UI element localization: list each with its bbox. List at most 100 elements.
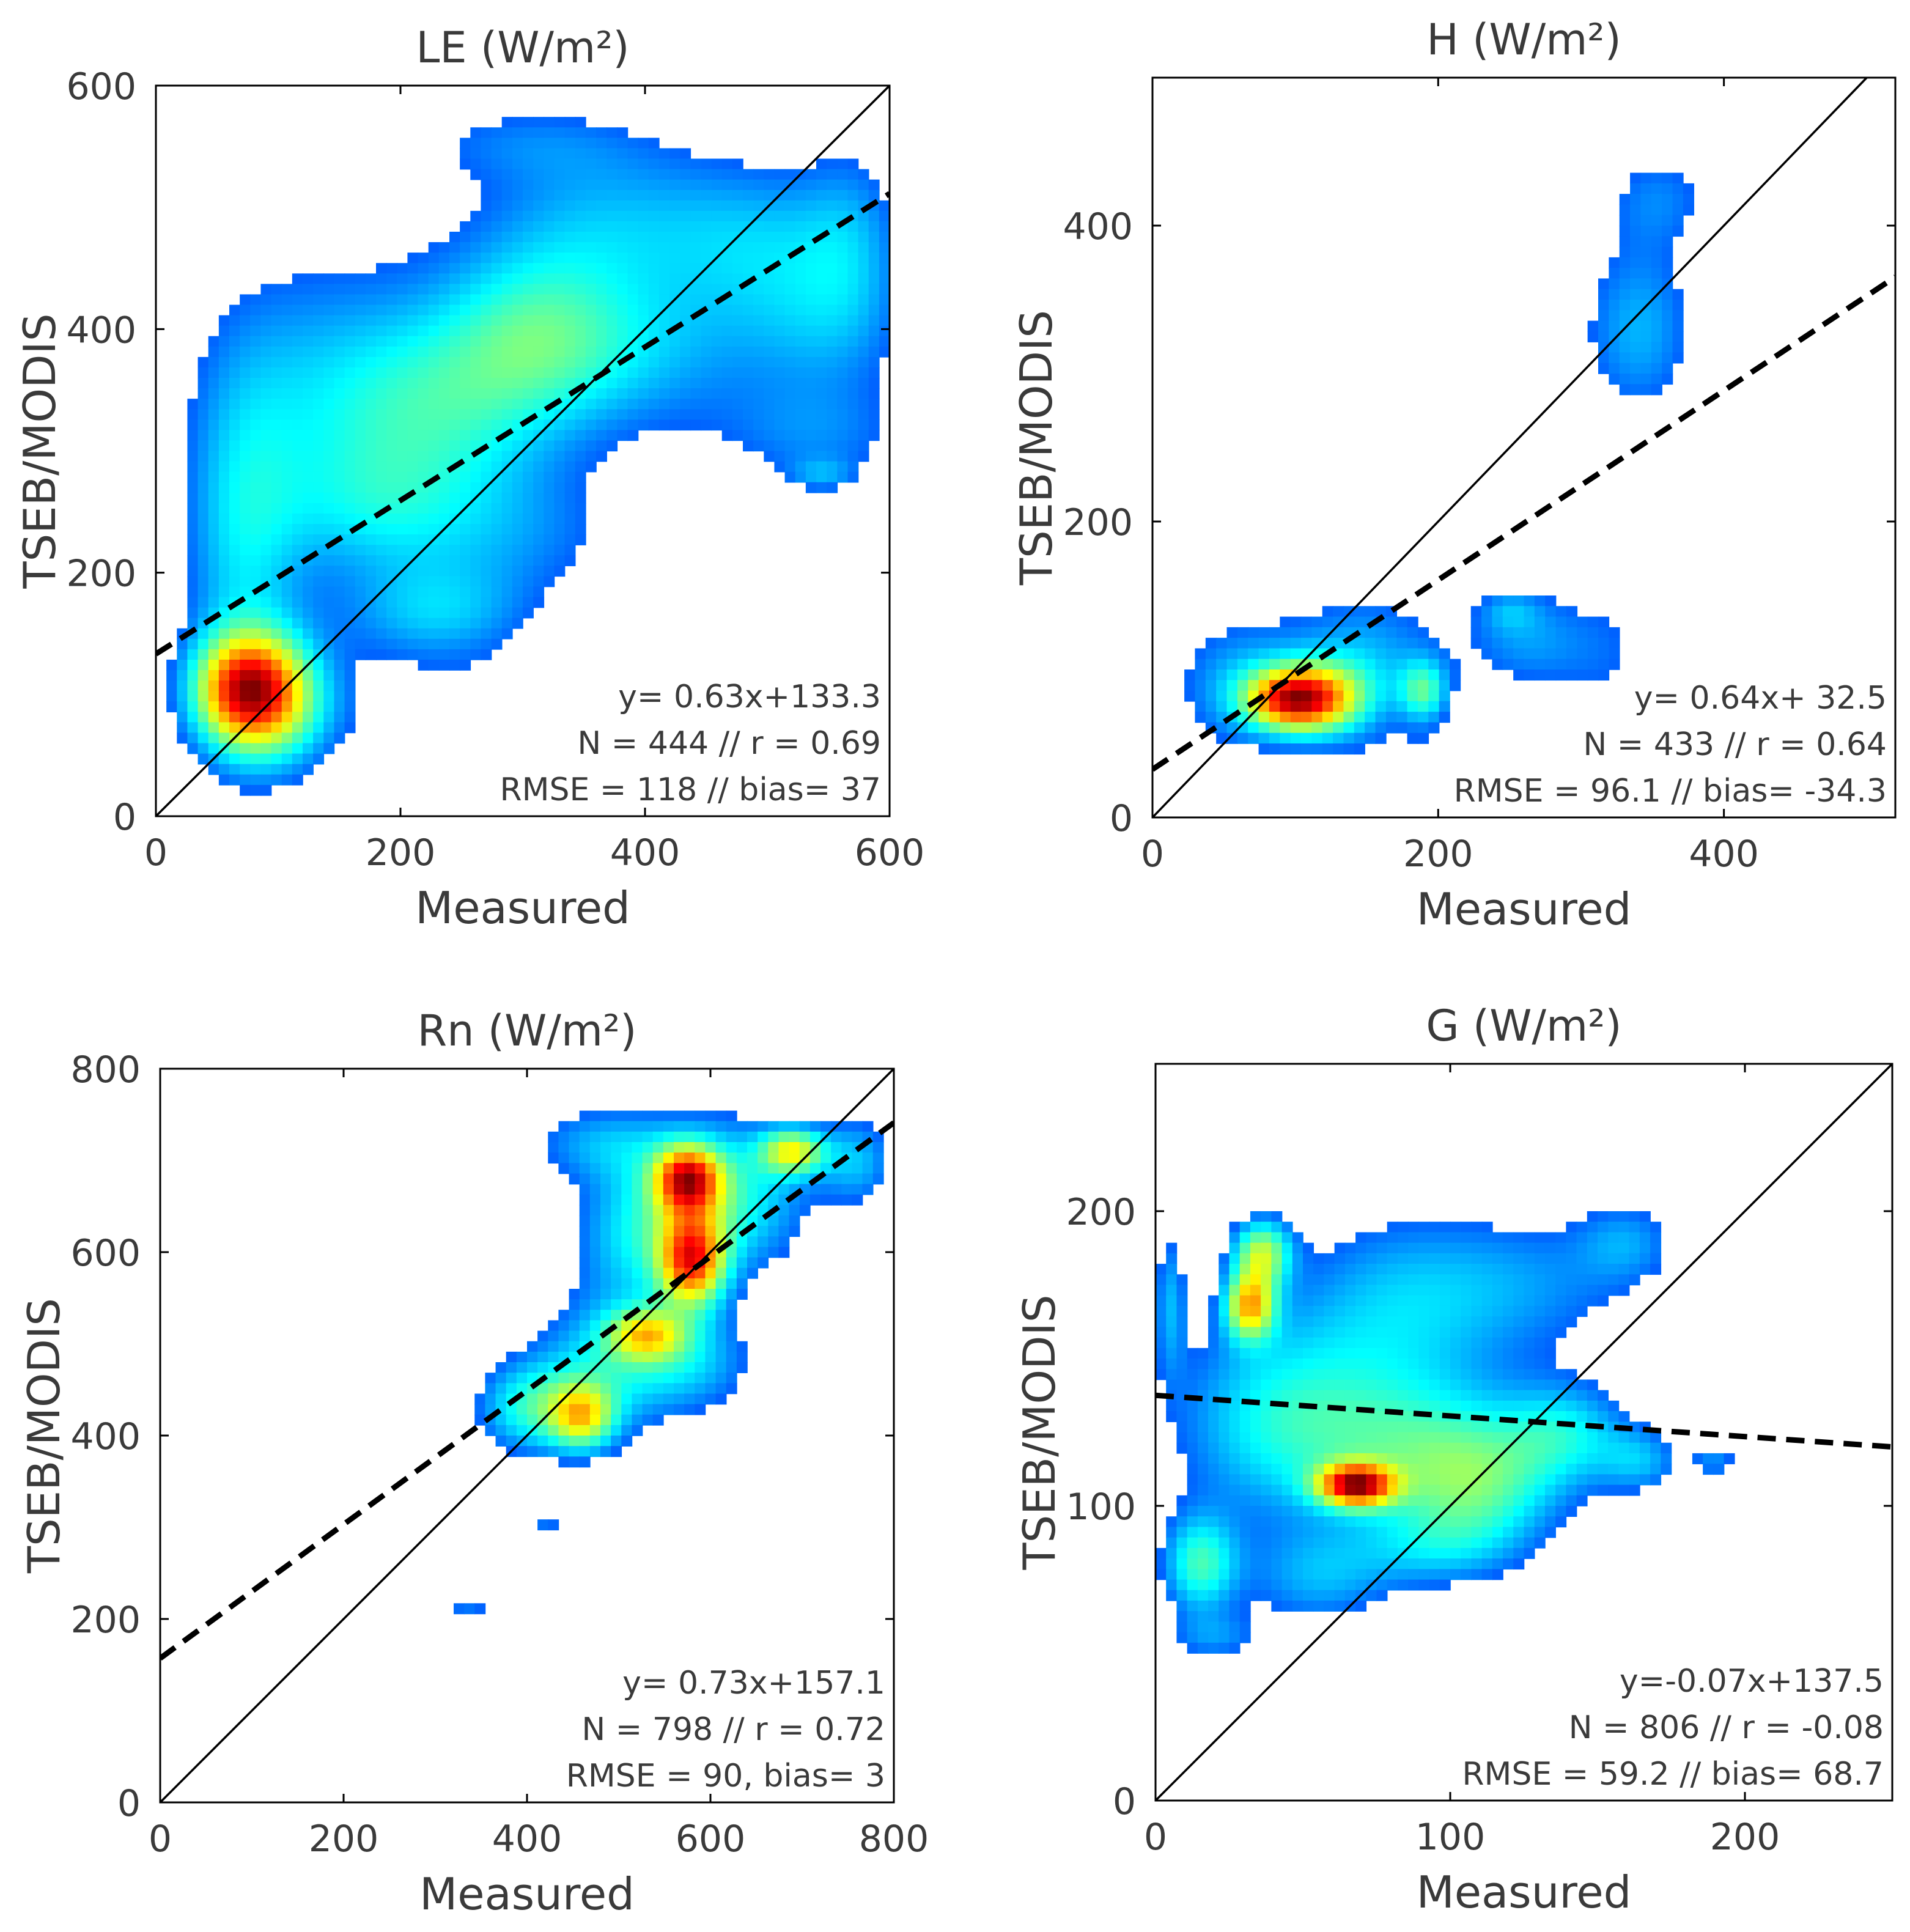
density-cell [652, 1226, 664, 1237]
density-cell [449, 492, 460, 504]
density-cell [684, 1226, 696, 1237]
density-cell [768, 1121, 780, 1132]
density-cell [1355, 1337, 1367, 1349]
density-cell [344, 409, 356, 421]
density-cell [334, 524, 345, 535]
density-cell [1534, 638, 1546, 649]
density-cell [736, 1289, 748, 1300]
density-cell [544, 545, 555, 556]
density-cell [1418, 1305, 1430, 1317]
density-cell [789, 1215, 800, 1226]
density-cell [1271, 1274, 1283, 1286]
density-cell [407, 534, 419, 545]
density-cell [799, 1131, 811, 1143]
density-cell [1313, 1285, 1325, 1296]
density-cell [684, 1278, 696, 1289]
density-cell [1471, 1379, 1483, 1391]
density-cell [271, 315, 282, 326]
density-cell [355, 388, 366, 399]
density-cell [1598, 310, 1610, 322]
density-cell [1229, 1400, 1241, 1412]
density-cell [1524, 1285, 1535, 1296]
density-cell [1376, 1232, 1388, 1244]
density-cell [1713, 1464, 1725, 1475]
density-cell [1237, 680, 1249, 691]
density-cell [1343, 722, 1355, 734]
density-cell [1229, 1295, 1241, 1307]
density-cell [1492, 1242, 1503, 1254]
density-cell [428, 419, 440, 431]
density-cell [344, 576, 356, 588]
density-cell [1609, 374, 1620, 385]
density-cell [1429, 1274, 1440, 1286]
density-cell [334, 388, 345, 399]
density-cell [240, 325, 251, 337]
density-cell [1313, 1432, 1325, 1443]
density-cell [1630, 226, 1642, 237]
density-cell [292, 764, 303, 775]
density-cell [1555, 638, 1567, 649]
density-cell [474, 1393, 486, 1405]
density-cell [715, 1226, 727, 1237]
density-cell [1429, 1369, 1440, 1381]
density-cell [1492, 606, 1503, 618]
density-cell [1397, 1253, 1409, 1264]
density-cell [680, 409, 691, 421]
density-cell [229, 607, 240, 619]
density-cell [495, 1373, 507, 1384]
density-cell [397, 284, 408, 295]
density-cell [1313, 1327, 1325, 1338]
density-cell [1355, 1327, 1367, 1338]
density-cell [1229, 1264, 1241, 1275]
density-cell [1662, 194, 1673, 205]
density-cell [684, 1351, 696, 1363]
density-cell [1417, 701, 1429, 712]
density-cell [1418, 1327, 1430, 1338]
density-cell [313, 325, 325, 337]
density-cell [1598, 648, 1610, 660]
density-cell [1608, 1264, 1620, 1275]
density-cell [805, 210, 817, 222]
density-cell [596, 169, 607, 180]
density-cell [663, 1310, 674, 1321]
density-cell [250, 680, 262, 691]
density-cell [1618, 1211, 1630, 1223]
density-cell [1566, 1474, 1577, 1486]
density-cell [187, 419, 199, 431]
density-cell [1387, 1337, 1398, 1349]
density-cell [554, 534, 566, 545]
density-cell [1639, 1211, 1651, 1223]
density-cell [837, 232, 849, 243]
density-cell [596, 210, 607, 222]
density-cell [809, 1163, 821, 1174]
density-cell [768, 1194, 780, 1206]
density-cell [1366, 1305, 1377, 1317]
density-cell [491, 367, 503, 378]
density-cell [334, 451, 345, 462]
density-cell [428, 524, 440, 535]
density-cell [533, 325, 545, 337]
density-cell [1387, 1432, 1398, 1443]
density-cell [554, 388, 566, 399]
density-cell [1524, 1274, 1535, 1286]
density-cell [334, 649, 345, 660]
density-cell [726, 1267, 737, 1279]
density-cell [292, 586, 303, 598]
density-cell [397, 555, 408, 567]
density-cell [250, 701, 262, 713]
density-cell [187, 691, 199, 702]
density-cell [726, 1163, 737, 1174]
density-cell [1387, 1242, 1398, 1254]
density-cell [303, 638, 314, 650]
density-cell [187, 638, 199, 650]
density-cell [1651, 363, 1662, 374]
density-cell [632, 1414, 643, 1426]
density-cell [1513, 1253, 1525, 1264]
density-cell [501, 471, 513, 483]
density-cell [292, 284, 303, 295]
density-cell [1208, 1400, 1220, 1412]
density-cell [1290, 690, 1302, 702]
density-cell [795, 419, 806, 431]
density-cell [1618, 1432, 1630, 1443]
density-cell [386, 409, 398, 421]
